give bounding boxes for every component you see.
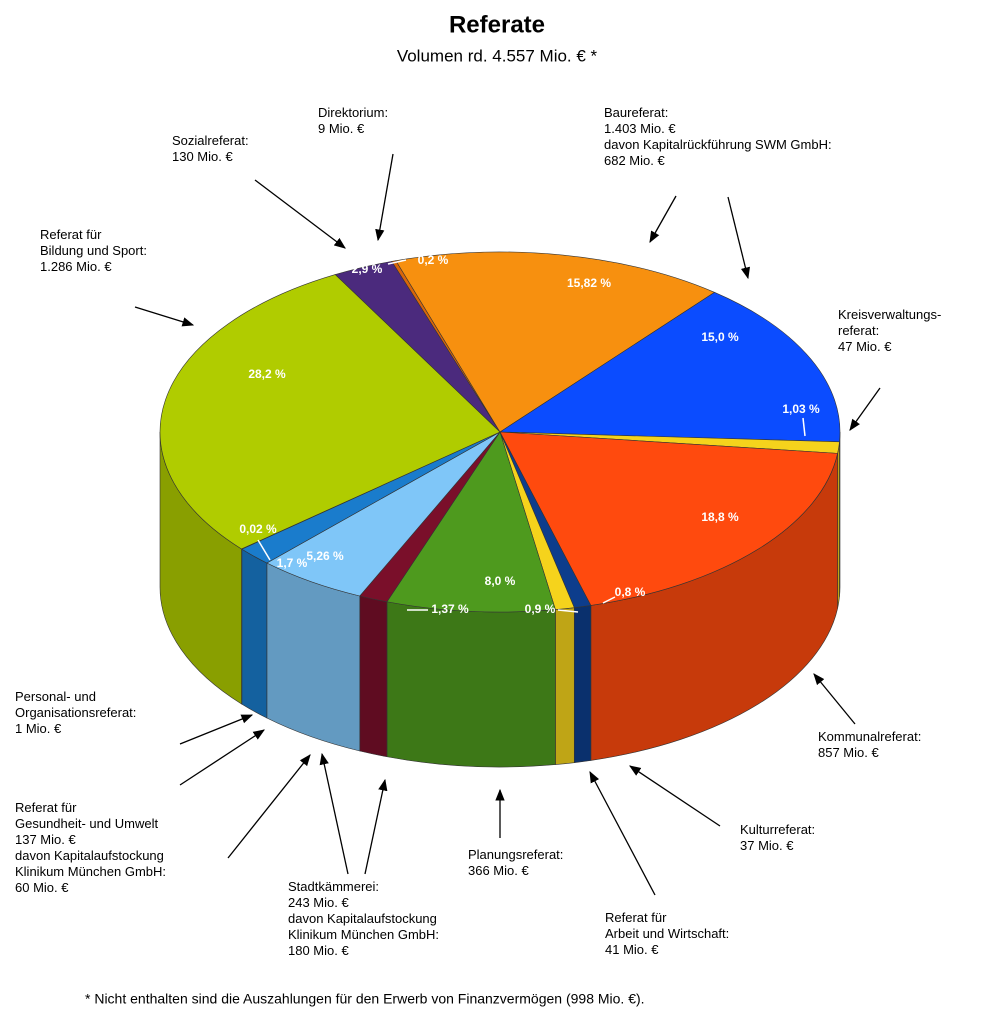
annotation-line: 1.286 Mio. € [40,259,112,274]
annotation-arrow [849,387,881,431]
annotation: Kreisverwaltungs-referat: 47 Mio. € [838,307,941,354]
annotation-line: Kommunalreferat: [818,729,921,744]
leader-line [257,539,271,561]
annotation-line: Arbeit und Wirtschaft: [605,926,729,941]
leader-line [602,596,616,604]
chart-subtitle: Volumen rd. 4.557 Mio. € * [397,46,598,65]
annotation-line: Referat für [40,227,102,242]
slice-side [573,605,592,763]
annotation-line: 9 Mio. € [318,121,365,136]
annotation-arrow [629,765,721,827]
value-label: 0,2 % [418,253,449,267]
annotation: Personal- und Organisationsreferat: 1 Mio.… [15,689,136,736]
annotation-line: 682 Mio. € [604,153,665,168]
annotation-line: Sozialreferat: [172,133,249,148]
value-label: 2,9 % [352,262,383,276]
annotation-line: Baureferat: [604,105,668,120]
annotation-line: Bildung und Sport: [40,243,147,258]
annotation: Referat für Bildung und Sport: 1.286 Mio. … [40,227,147,274]
annotation-line: 137 Mio. € [15,832,76,847]
annotation-line: 1 Mio. € [15,721,62,736]
annotation-arrow [364,778,388,875]
annotation-line: Klinikum München GmbH: [288,927,439,942]
annotation: Referat für Arbeit und Wirtschaft: 41 Mio.… [605,910,729,957]
slice-side [555,607,575,765]
annotation: Kulturreferat: 37 Mio. € [740,822,815,853]
slice [499,431,838,606]
annotation-line: 1.403 Mio. € [604,121,676,136]
slice-side [359,595,388,758]
annotation: Kommunalreferat: 857 Mio. € [818,729,921,760]
value-label: 28,2 % [248,367,286,381]
annotation-arrow [254,179,346,249]
annotation-arrow [179,729,265,786]
value-label: 0,02 % [239,522,277,536]
annotation-line: 37 Mio. € [740,838,794,853]
annotation-arrow [134,306,195,327]
annotation-line: Organisationsreferat: [15,705,136,720]
annotation-line: davon Kapitalrückführung SWM GmbH: [604,137,832,152]
annotation-arrow [589,770,656,896]
value-label: 15,82 % [567,276,611,290]
value-label: 18,8 % [701,510,739,524]
value-label: 1,37 % [431,602,469,616]
annotation-line: Gesundheit- und Umwelt [15,816,158,831]
annotation-line: Kreisverwaltungs- [838,307,941,322]
annotation-line: davon Kapitalaufstockung [288,911,437,926]
value-label: 1,03 % [782,402,820,416]
leader-line [557,609,579,613]
footnote: * Nicht enthalten sind die Auszahlungen … [85,991,645,1007]
annotation-arrow [319,752,349,875]
leader-line [802,417,806,437]
annotation-line: referat: [838,323,879,338]
annotation-line: davon Kapitalaufstockung [15,848,164,863]
annotation-line: Referat für [605,910,667,925]
slice [159,274,501,550]
slice-side [241,548,268,719]
chart-title: Referate [449,11,545,38]
value-label: 0,8 % [615,585,646,599]
annotation-arrow [649,195,677,244]
annotation-line: Planungsreferat: [468,847,563,862]
slice [395,251,716,433]
annotation: Planungsreferat: 366 Mio. € [468,847,563,878]
annotation-line: 47 Mio. € [838,339,892,354]
annotation-line: Kulturreferat: [740,822,815,837]
annotation-arrow [179,714,254,745]
annotation-line: Personal- und [15,689,96,704]
annotation-line: 180 Mio. € [288,943,349,958]
annotation-arrow [375,153,394,242]
slice-side [386,601,556,768]
annotation-line: Referat für [15,800,77,815]
value-label: 5,26 % [306,549,344,563]
value-label: 15,0 % [701,330,739,344]
annotation: Stadtkämmerei: 243 Mio. € davon Kapitalauf… [288,879,439,958]
value-label: 1,7 % [277,556,308,570]
annotation-arrow [727,196,751,280]
annotation: Referat für Gesundheit- und Umwelt 137 Mio… [15,800,166,895]
annotation-line: Direktorium: [318,105,388,120]
annotation-line: 243 Mio. € [288,895,349,910]
annotation: Direktorium: 9 Mio. € [318,105,388,136]
annotation-arrow [227,754,311,859]
value-label: 8,0 % [485,574,516,588]
slice [386,431,556,613]
leader-line [387,259,407,265]
annotation-line: 857 Mio. € [818,745,879,760]
annotation: Baureferat: 1.403 Mio. € davon Kapitalrück… [604,105,832,168]
annotation-line: Klinikum München GmbH: [15,864,166,879]
annotation-line: Stadtkämmerei: [288,879,379,894]
annotation-line: 366 Mio. € [468,863,529,878]
annotation: Sozialreferat: 130 Mio. € [172,133,249,164]
annotation-arrow [813,673,856,725]
annotation-line: 60 Mio. € [15,880,69,895]
annotation-line: 130 Mio. € [172,149,233,164]
slice [499,291,841,443]
annotation-line: 41 Mio. € [605,942,659,957]
value-label: 0,9 % [525,602,556,616]
